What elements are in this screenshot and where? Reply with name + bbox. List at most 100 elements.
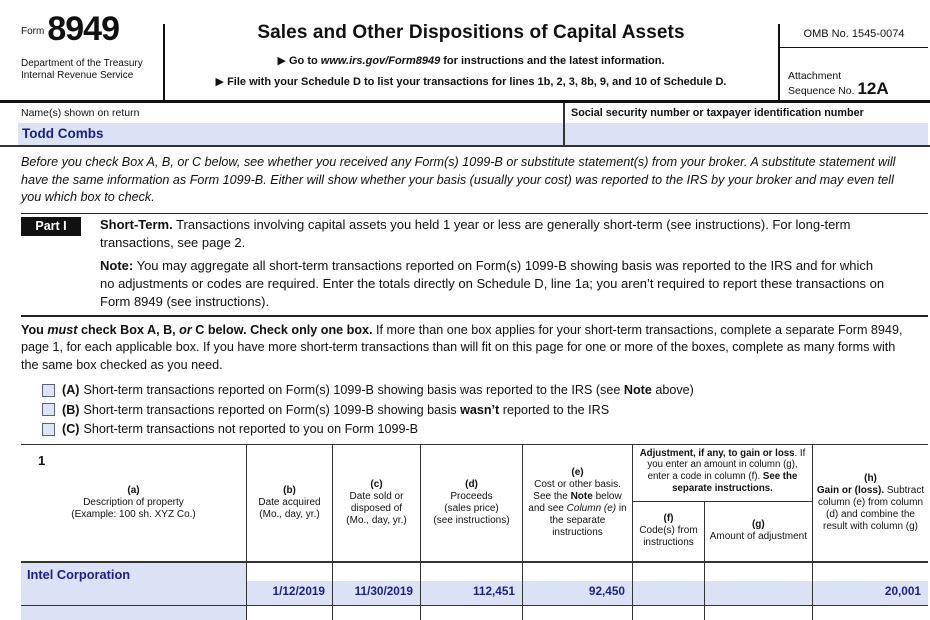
check-instr-bold-1: You bbox=[21, 322, 48, 337]
part1-heading-paragraph: Short-Term. Transactions involving capit… bbox=[100, 216, 890, 252]
cell-codes[interactable] bbox=[633, 562, 705, 605]
col-b-line2: (Mo., day, yr.) bbox=[259, 508, 320, 520]
cell-date-acquired[interactable] bbox=[247, 605, 333, 620]
form-instruction-2: ▶ File with your Schedule D to list your… bbox=[215, 76, 727, 88]
omb-block: OMB No. 1545-0074 Attachment Sequence No… bbox=[780, 0, 928, 103]
col-d-line1: Proceeds bbox=[450, 490, 493, 502]
col-g-line1: Amount of adjustment bbox=[709, 531, 807, 543]
instruction-1-prefix: ▶ Go to bbox=[277, 55, 321, 67]
col-a-line2: (Example: 100 sh. XYZ Co.) bbox=[71, 508, 196, 520]
check-instr-must: must bbox=[47, 322, 78, 337]
gain-loss-value: 20,001 bbox=[813, 580, 928, 605]
col-f-tag: (f) bbox=[663, 513, 674, 525]
cell-date-acquired[interactable]: 1/12/2019 bbox=[247, 562, 333, 605]
col-e-t3: in the separate instructions bbox=[549, 502, 627, 538]
col-header-cost-basis: (e) Cost or other basis. See the Note be… bbox=[523, 444, 633, 561]
cell-description[interactable] bbox=[21, 605, 247, 620]
checkbox-a-label: (A) Short-term transactions reported on F… bbox=[62, 383, 694, 397]
name-row-divider bbox=[563, 103, 565, 145]
cell-adjustment[interactable] bbox=[705, 562, 813, 605]
part1-note-label: Note: bbox=[100, 258, 134, 273]
line-number: 1 bbox=[38, 452, 46, 468]
cell-adjustment[interactable] bbox=[705, 605, 813, 620]
col-b-tag: (b) bbox=[283, 484, 296, 496]
form-number-text: 8949 bbox=[47, 10, 120, 48]
cell-cost-basis[interactable] bbox=[523, 605, 633, 620]
name-field[interactable]: Todd Combs bbox=[18, 123, 563, 145]
cell-gain-loss[interactable] bbox=[813, 605, 928, 620]
col-c-line2: (Mo., day, yr.) bbox=[346, 514, 407, 526]
adjustment-group-note: Adjustment, if any, to gain or loss. If … bbox=[633, 445, 812, 502]
checkbox-a-text: Short-term transactions reported on Form… bbox=[83, 383, 624, 398]
adjustment-text: . If you enter an amount in column (g), … bbox=[647, 447, 806, 482]
part1-text: Short-Term. Transactions involving capit… bbox=[100, 216, 890, 311]
ssn-field[interactable] bbox=[565, 123, 928, 145]
checkbox-c-text: Short-term transactions not reported to … bbox=[83, 422, 419, 437]
intro-paragraph: Before you check Box A, B, or C below, s… bbox=[21, 155, 896, 204]
date-acquired-value: 1/12/2019 bbox=[247, 580, 332, 605]
cell-cost-basis[interactable]: 92,450 bbox=[523, 562, 633, 605]
check-instr-rest: If more than one box applies for your sh… bbox=[21, 322, 903, 372]
col-h-bold: Gain or (loss). bbox=[816, 484, 885, 496]
transactions-table: 1 (a) Description of property (Example: … bbox=[21, 443, 928, 620]
check-instructions: You must check Box A, B, or C below. Che… bbox=[21, 322, 916, 375]
col-e-tag: (e) bbox=[571, 466, 584, 478]
cell-description[interactable]: Intel Corporation bbox=[21, 562, 247, 605]
col-h-text: Gain or (loss). Subtract column (e) from… bbox=[816, 485, 925, 533]
check-instr-or: or bbox=[179, 322, 192, 337]
form-number: Form8949 bbox=[21, 10, 161, 49]
col-h-t1: Subtract column (e) from column (d) and … bbox=[817, 484, 925, 532]
part1-heading: Short-Term. bbox=[100, 217, 173, 232]
form-header: Form8949 Department of the Treasury Inte… bbox=[0, 0, 930, 103]
col-e-note: Note bbox=[570, 490, 593, 502]
attachment-line-1: Attachment bbox=[788, 70, 842, 82]
cell-gain-loss[interactable]: 20,001 bbox=[813, 562, 928, 605]
checkbox-a[interactable] bbox=[42, 383, 55, 397]
col-e-t1: Cost or other basis. See the bbox=[533, 478, 621, 502]
cell-proceeds[interactable]: 112,451 bbox=[421, 562, 523, 605]
name-row: Name(s) shown on return Todd Combs Socia… bbox=[0, 103, 930, 147]
name-value: Todd Combs bbox=[22, 126, 104, 141]
checkbox-a-letter: (A) bbox=[62, 383, 80, 398]
checkbox-b-bold: wasn’t bbox=[460, 402, 500, 417]
col-h-tag: (h) bbox=[864, 472, 877, 484]
form-instruction-1: ▶ Go to www.irs.gov/Form8949 for instruc… bbox=[165, 54, 777, 67]
agency-block: Department of the Treasury Internal Reve… bbox=[21, 58, 161, 82]
col-a-line1: Description of property bbox=[83, 496, 184, 508]
adjustment-subcolumns: (f) Code(s) from instructions (g) Amount… bbox=[633, 501, 812, 561]
form-number-block: Form8949 Department of the Treasury Inte… bbox=[21, 10, 161, 82]
col-header-gain-loss: (h) Gain or (loss). Subtract column (e) … bbox=[813, 445, 928, 561]
omb-number: OMB No. 1545-0074 bbox=[780, 0, 928, 48]
cell-date-sold[interactable]: 11/30/2019 bbox=[333, 562, 421, 605]
checkbox-b-text: Short-term transactions reported on Form… bbox=[83, 402, 461, 417]
cell-codes[interactable] bbox=[633, 605, 705, 620]
attachment-number: 12A bbox=[857, 78, 889, 98]
adjustment-bold-2: See the separate instructions. bbox=[672, 470, 798, 494]
checkbox-c-label: (C) Short-term transactions not reported … bbox=[62, 422, 418, 436]
col-d-tag: (d) bbox=[465, 478, 478, 490]
checkbox-c[interactable] bbox=[42, 422, 55, 436]
part1-heading-text: Transactions involving capital assets yo… bbox=[100, 217, 851, 250]
adjustment-value bbox=[705, 580, 812, 605]
instruction-1-suffix: for instructions and the latest informat… bbox=[440, 55, 665, 67]
divider bbox=[21, 315, 928, 317]
part1-note-text: You may aggregate all short-term transac… bbox=[100, 258, 885, 309]
col-b-line1: Date acquired bbox=[258, 496, 321, 508]
checkbox-b[interactable] bbox=[42, 403, 55, 417]
col-f-line1: Code(s) from instructions bbox=[639, 525, 698, 549]
ssn-label: Social security number or taxpayer ident… bbox=[571, 107, 864, 119]
col-c-tag: (c) bbox=[370, 478, 383, 490]
col-header-adjustment-group: Adjustment, if any, to gain or loss. If … bbox=[633, 444, 813, 561]
form-title: Sales and Other Dispositions of Capital … bbox=[257, 22, 685, 43]
proceeds-value: 112,451 bbox=[421, 580, 522, 605]
form-title-block: Sales and Other Dispositions of Capital … bbox=[165, 0, 777, 88]
divider bbox=[21, 212, 928, 214]
instruction-1-url: www.irs.gov/Form8949 bbox=[320, 55, 441, 67]
cell-proceeds[interactable] bbox=[421, 605, 523, 620]
cell-date-sold[interactable] bbox=[333, 605, 421, 620]
table-row bbox=[21, 605, 928, 620]
table-header: 1 (a) Description of property (Example: … bbox=[21, 444, 928, 563]
box-choices: (A) Short-term transactions reported on F… bbox=[42, 380, 930, 439]
checkbox-row-c: (C) Short-term transactions not reported … bbox=[42, 419, 930, 439]
